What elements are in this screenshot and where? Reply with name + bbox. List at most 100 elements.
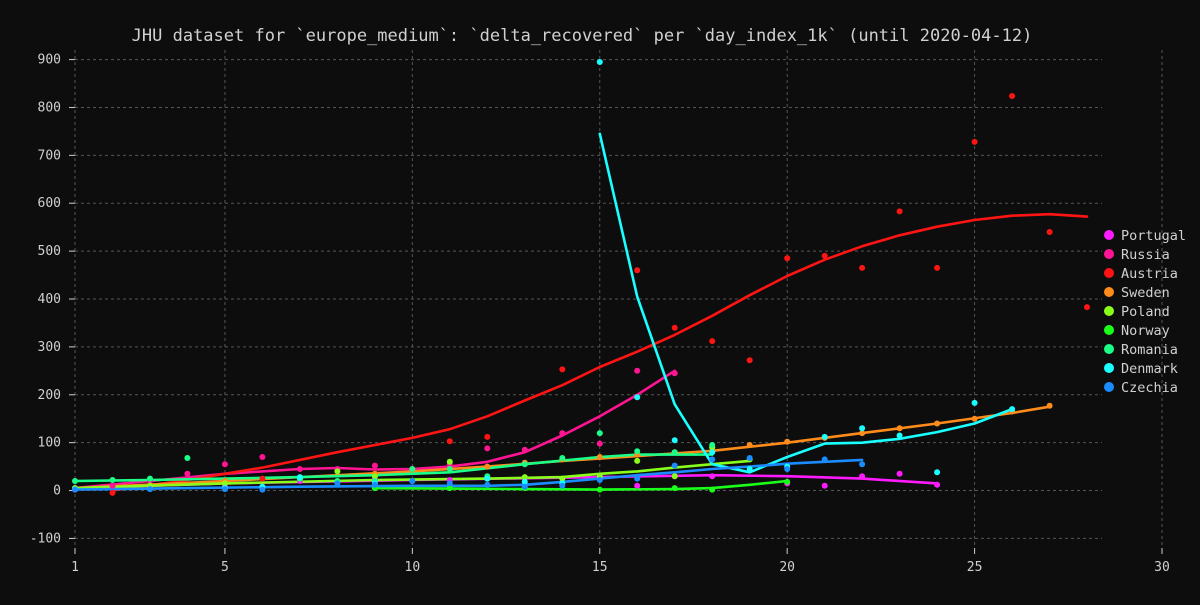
legend-marker-romania: [1104, 344, 1114, 354]
data-point-denmark: [521, 478, 528, 485]
data-point-czechia: [709, 456, 716, 463]
trend-layer: [73, 132, 1089, 492]
data-point-austria: [1084, 304, 1090, 311]
data-point-austria: [109, 489, 116, 496]
data-point-norway: [784, 478, 791, 485]
data-point-czechia: [859, 461, 866, 468]
y-tick-label: 800: [38, 100, 61, 115]
data-point-sweden: [934, 420, 941, 427]
y-tick-label: 400: [38, 292, 61, 307]
data-point-russia: [671, 370, 678, 377]
data-point-sweden: [484, 463, 491, 470]
trend-line-romania: [73, 453, 714, 483]
data-point-austria: [859, 264, 866, 271]
y-tick-label: 500: [38, 244, 61, 259]
data-point-austria: [1009, 93, 1016, 99]
data-point-czechia: [559, 482, 566, 489]
data-point-portugal: [896, 470, 903, 477]
y-tick-label: 300: [38, 340, 61, 355]
data-point-romania: [671, 449, 678, 456]
data-point-czechia: [521, 483, 528, 490]
data-point-czechia: [334, 480, 341, 487]
data-point-sweden: [1046, 402, 1053, 409]
data-point-austria: [821, 252, 828, 259]
data-point-sweden: [971, 415, 978, 422]
x-tick-label: 15: [592, 560, 608, 575]
data-point-austria: [559, 366, 566, 373]
data-point-austria: [671, 324, 678, 331]
data-point-czechia: [446, 480, 453, 487]
data-point-denmark: [296, 474, 303, 481]
data-point-romania: [634, 448, 641, 455]
data-point-poland: [446, 458, 453, 465]
data-point-russia: [484, 445, 491, 452]
data-point-austria: [896, 208, 903, 215]
data-point-czechia: [72, 486, 78, 493]
data-point-poland: [221, 480, 228, 487]
data-point-austria: [784, 255, 791, 262]
data-point-russia: [596, 440, 603, 447]
trend-line-norway: [373, 479, 789, 491]
data-point-russia: [521, 446, 528, 453]
data-point-russia: [184, 470, 191, 477]
legend-label-czechia: Czechia: [1121, 380, 1178, 396]
legend-marker-portugal: [1104, 230, 1114, 240]
x-tick-label: 30: [1154, 560, 1170, 575]
data-point-denmark: [821, 433, 828, 440]
legend-marker-czechia: [1104, 382, 1114, 392]
data-point-austria: [934, 264, 941, 271]
point-layer: [72, 59, 1090, 496]
data-point-romania: [72, 478, 78, 484]
data-point-poland: [371, 473, 378, 480]
data-point-portugal: [821, 482, 828, 489]
legend-label-norway: Norway: [1121, 323, 1170, 339]
data-point-czechia: [147, 486, 153, 493]
data-point-denmark: [484, 475, 491, 482]
legend-marker-denmark: [1104, 363, 1114, 373]
legend-marker-poland: [1104, 306, 1114, 316]
data-point-poland: [334, 468, 341, 475]
data-point-denmark: [1009, 406, 1016, 413]
data-point-poland: [634, 457, 641, 464]
legend-label-poland: Poland: [1121, 304, 1170, 320]
data-point-poland: [559, 475, 566, 482]
data-point-czechia: [221, 486, 228, 493]
data-point-romania: [446, 466, 453, 472]
data-point-czechia: [784, 466, 791, 472]
data-point-poland: [671, 473, 678, 480]
data-point-russia: [109, 482, 116, 489]
data-point-norway: [709, 486, 716, 493]
data-point-romania: [559, 455, 566, 461]
data-point-austria: [446, 438, 453, 445]
data-point-romania: [409, 466, 416, 472]
data-point-denmark: [971, 399, 978, 406]
legend: Portugal Russia Austria Sweden Poland Norway R…: [1104, 228, 1186, 396]
data-point-austria: [1046, 229, 1053, 235]
x-tick-label: 25: [967, 560, 983, 575]
data-point-poland: [521, 474, 528, 481]
y-tick-label: -100: [30, 531, 61, 546]
y-tick-label: 700: [38, 148, 61, 163]
data-point-denmark: [746, 466, 753, 472]
data-point-russia: [371, 462, 378, 469]
data-point-portugal: [859, 473, 866, 480]
data-point-austria: [971, 138, 978, 145]
trend-line-austria: [111, 212, 1089, 492]
data-point-czechia: [409, 478, 416, 484]
data-point-portugal: [709, 473, 716, 480]
data-point-czechia: [371, 481, 378, 488]
data-point-austria: [634, 267, 641, 274]
legend-marker-sweden: [1104, 287, 1114, 297]
data-point-czechia: [259, 486, 266, 493]
legend-marker-austria: [1104, 268, 1114, 278]
legend-label-russia: Russia: [1121, 247, 1170, 263]
y-tick-label: 200: [38, 388, 61, 403]
data-point-denmark: [934, 469, 941, 476]
data-point-russia: [221, 461, 228, 468]
data-point-russia: [259, 454, 266, 460]
data-point-portugal: [934, 481, 941, 488]
legend-label-portugal: Portugal: [1121, 228, 1186, 244]
y-tick-label: 100: [38, 436, 61, 451]
legend-label-romania: Romania: [1121, 342, 1178, 358]
